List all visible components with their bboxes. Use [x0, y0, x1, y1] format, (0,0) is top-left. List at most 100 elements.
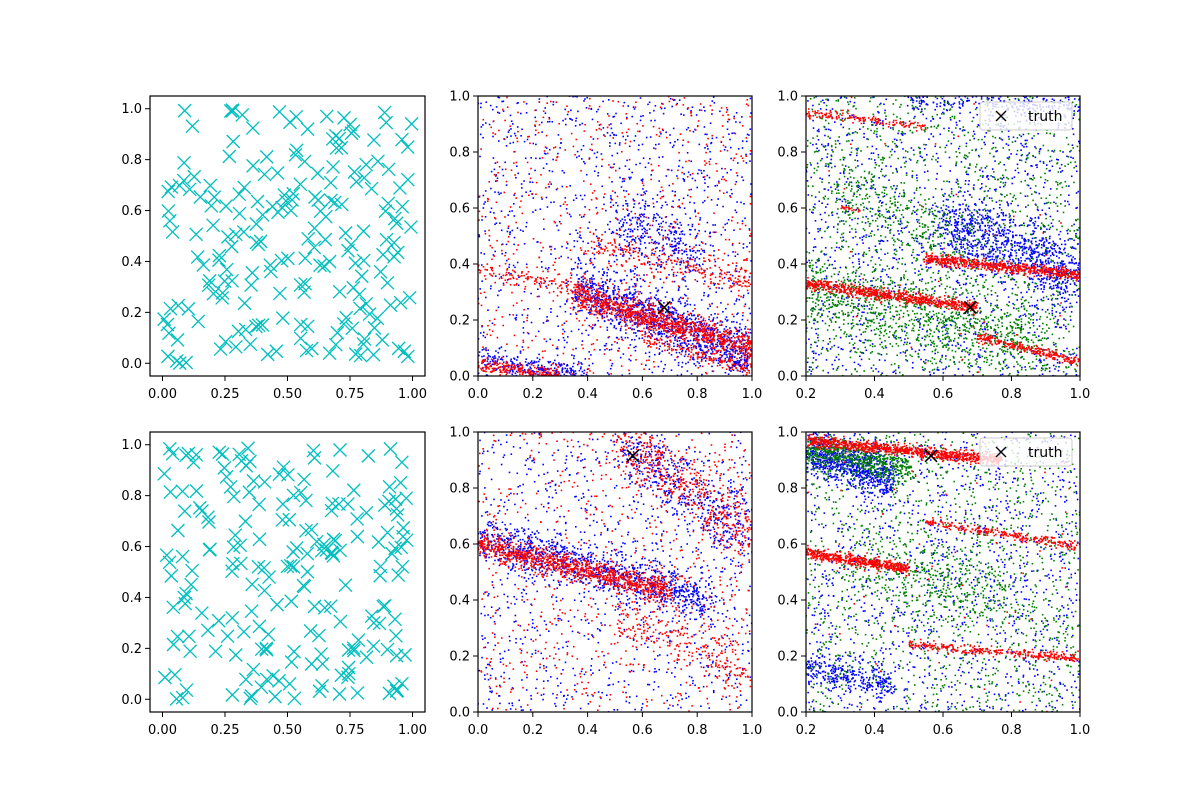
- data-point: [508, 210, 511, 213]
- data-point: [613, 249, 616, 252]
- data-point: [572, 199, 575, 201]
- data-point: [656, 321, 658, 324]
- data-point: [662, 112, 665, 115]
- data-point: [566, 363, 568, 366]
- data-point: [671, 323, 674, 325]
- data-point: [629, 309, 631, 311]
- data-point: [677, 317, 679, 320]
- data-point: [640, 314, 642, 317]
- data-point: [644, 202, 647, 205]
- data-point: [703, 322, 706, 325]
- data-point: [720, 345, 723, 347]
- data-point: [637, 312, 639, 315]
- data-point: [587, 312, 590, 314]
- data-point-marker: [217, 274, 232, 289]
- data-point: [493, 357, 495, 360]
- data-point: [608, 99, 610, 101]
- data-point: [666, 301, 669, 304]
- data-point-marker: [283, 203, 298, 218]
- data-point: [686, 260, 689, 262]
- data-point: [590, 307, 592, 309]
- data-point: [583, 252, 585, 254]
- data-point: [528, 135, 530, 138]
- data-point-marker: [323, 175, 338, 190]
- data-point: [699, 327, 701, 330]
- data-point: [485, 101, 488, 103]
- data-point: [638, 330, 640, 332]
- data-point: [671, 268, 673, 271]
- data-point: [677, 288, 680, 290]
- data-point: [659, 225, 661, 228]
- data-point: [585, 263, 587, 265]
- data-point: [567, 256, 569, 259]
- y-tick-label: 0.2: [121, 306, 142, 321]
- data-point: [682, 178, 685, 180]
- data-point: [626, 205, 629, 207]
- data-point: [713, 328, 716, 330]
- data-point: [589, 311, 591, 314]
- data-point: [505, 184, 508, 186]
- data-point: [708, 235, 711, 238]
- data-point: [546, 206, 549, 208]
- data-point: [625, 332, 627, 334]
- data-point: [675, 309, 678, 312]
- data-point: [530, 360, 533, 362]
- data-point: [624, 196, 626, 198]
- data-point: [630, 319, 633, 321]
- data-point: [490, 126, 492, 129]
- data-point-marker: [207, 190, 222, 205]
- data-point: [676, 343, 679, 346]
- data-point: [493, 255, 495, 257]
- data-point: [549, 246, 551, 248]
- data-point: [619, 248, 622, 251]
- data-point: [684, 351, 687, 353]
- data-point: [680, 224, 683, 226]
- data-point: [733, 229, 735, 231]
- data-point: [704, 178, 706, 181]
- data-point: [713, 336, 715, 338]
- data-point: [604, 300, 606, 303]
- data-point: [641, 322, 644, 324]
- data-point: [561, 368, 564, 371]
- data-point: [489, 287, 492, 290]
- data-point: [646, 224, 648, 226]
- data-point: [591, 362, 594, 365]
- data-point: [702, 276, 704, 279]
- data-point: [670, 231, 673, 233]
- data-point: [627, 309, 629, 311]
- data-point: [515, 316, 518, 319]
- data-point: [622, 314, 624, 317]
- data-point: [538, 353, 540, 356]
- data-point: [626, 236, 629, 238]
- data-point: [528, 194, 530, 196]
- data-point: [558, 122, 560, 125]
- data-point: [737, 275, 740, 277]
- data-point: [728, 287, 731, 289]
- data-point: [701, 338, 704, 340]
- data-point: [742, 312, 744, 314]
- data-point: [604, 135, 606, 137]
- data-point: [657, 308, 659, 311]
- data-point: [663, 314, 666, 317]
- data-point-marker: [357, 332, 372, 346]
- data-point: [487, 200, 489, 202]
- data-point: [707, 337, 710, 339]
- data-point: [697, 172, 699, 175]
- data-point: [555, 188, 558, 191]
- data-point: [675, 248, 678, 250]
- data-point: [648, 242, 651, 244]
- data-point: [641, 313, 644, 315]
- data-point: [722, 144, 725, 147]
- data-point: [486, 363, 489, 366]
- data-point: [626, 208, 628, 210]
- data-point: [704, 325, 707, 327]
- data-point: [605, 209, 607, 212]
- data-point: [480, 106, 482, 109]
- data-point: [696, 341, 699, 344]
- data-point: [719, 320, 722, 322]
- data-point: [605, 297, 607, 300]
- data-point: [721, 345, 724, 348]
- data-point: [709, 341, 712, 343]
- data-point: [687, 261, 689, 264]
